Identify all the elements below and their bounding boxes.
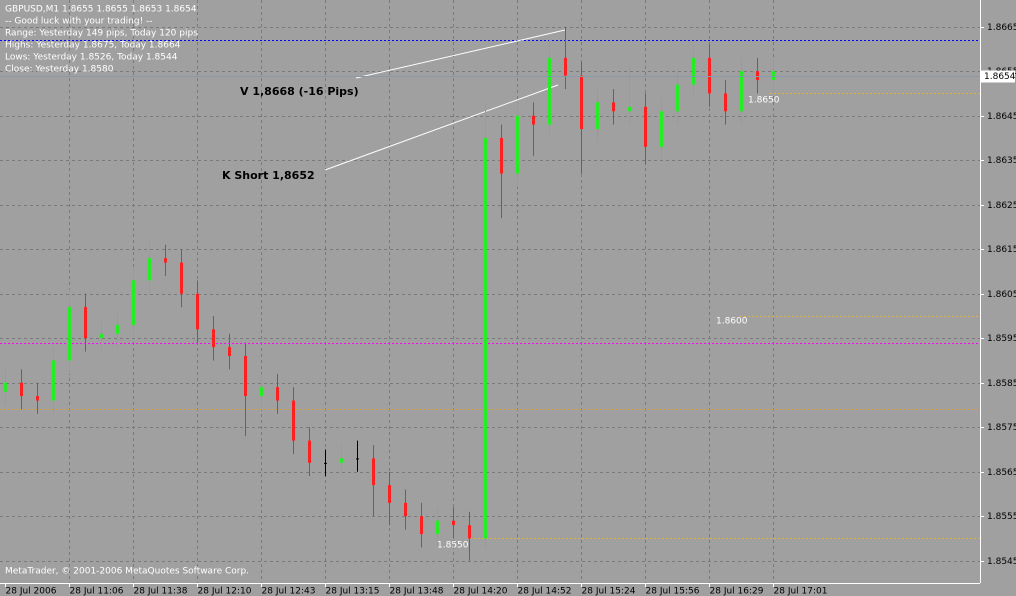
body bbox=[516, 115, 519, 174]
body bbox=[612, 102, 615, 112]
body bbox=[308, 440, 311, 463]
level-label: 1.8600 bbox=[716, 317, 748, 327]
body bbox=[68, 307, 71, 361]
body bbox=[708, 57, 711, 94]
body bbox=[532, 115, 535, 125]
body bbox=[4, 382, 7, 392]
x-tick-label: 28 Jul 15:56 bbox=[646, 587, 700, 596]
body bbox=[692, 57, 695, 85]
body bbox=[500, 137, 503, 174]
footer: MetaTrader, © 2001-2006 MetaQuotes Softw… bbox=[5, 567, 249, 577]
y-tick-label: 1.8545 bbox=[987, 557, 1016, 567]
level-label: 1.8550 bbox=[437, 541, 469, 551]
body bbox=[580, 75, 583, 130]
body bbox=[180, 262, 183, 294]
body bbox=[660, 111, 663, 147]
body bbox=[100, 333, 103, 339]
x-tick-label: 28 Jul 14:52 bbox=[518, 587, 572, 596]
level-label: 1.8650 bbox=[748, 96, 780, 106]
body bbox=[628, 106, 631, 112]
price-label: 1.8654 bbox=[984, 72, 1016, 82]
header-line: Range: Yesterday 149 pips, Today 120 pip… bbox=[5, 29, 198, 39]
body bbox=[20, 382, 23, 397]
body bbox=[644, 106, 647, 147]
body bbox=[372, 458, 375, 486]
annotation-line bbox=[324, 84, 559, 171]
y-tick-label: 1.8645 bbox=[987, 112, 1016, 122]
header-line: Highs: Yesterday 1.8675, Today 1.8664 bbox=[5, 41, 181, 51]
header-line: Close: Yesterday 1.8580 bbox=[5, 65, 114, 75]
body bbox=[356, 458, 359, 460]
body bbox=[436, 520, 439, 535]
x-tick-label: 28 Jul 17:01 bbox=[774, 587, 828, 596]
y-tick-label: 1.8615 bbox=[987, 245, 1016, 255]
body bbox=[676, 84, 679, 112]
body bbox=[196, 293, 199, 330]
x-tick-label: 28 Jul 12:43 bbox=[262, 587, 316, 596]
body bbox=[228, 347, 231, 357]
x-tick-label: 28 Jul 16:29 bbox=[710, 587, 764, 596]
x-tick-label: 28 Jul 11:38 bbox=[134, 587, 188, 596]
body bbox=[596, 102, 599, 130]
y-tick-label: 1.8625 bbox=[987, 201, 1016, 211]
y-tick-label: 1.8565 bbox=[987, 468, 1016, 478]
body bbox=[84, 307, 87, 339]
y-tick-label: 1.8665 bbox=[987, 23, 1016, 33]
body bbox=[388, 485, 391, 503]
x-tick-label: 28 Jul 13:15 bbox=[326, 587, 380, 596]
body bbox=[404, 502, 407, 517]
body bbox=[36, 396, 39, 401]
body bbox=[548, 57, 551, 125]
body bbox=[324, 462, 327, 464]
annotation: V 1,8668 (-16 Pips) bbox=[240, 85, 359, 98]
x-tick-label: 28 Jul 12:10 bbox=[198, 587, 252, 596]
annotation-line bbox=[355, 29, 566, 79]
body bbox=[772, 71, 775, 81]
x-tick-label: 28 Jul 14:20 bbox=[454, 587, 508, 596]
x-tick-label: 28 Jul 11:06 bbox=[70, 587, 124, 596]
body bbox=[740, 71, 743, 112]
body bbox=[724, 93, 727, 112]
body bbox=[420, 516, 423, 535]
header-line: Lows: Yesterday 1.8526, Today 1.8544 bbox=[5, 53, 178, 63]
body bbox=[260, 387, 263, 397]
body bbox=[276, 387, 279, 401]
header-line: -- Good luck with your trading! -- bbox=[5, 17, 153, 27]
x-tick-label: 28 Jul 2006 bbox=[6, 587, 57, 596]
body bbox=[212, 329, 215, 348]
x-tick-label: 28 Jul 13:48 bbox=[390, 587, 444, 596]
body bbox=[132, 280, 135, 325]
y-tick-label: 1.8605 bbox=[987, 290, 1016, 300]
price-box bbox=[981, 70, 1015, 83]
header-line: GBPUSD,M1 1.8655 1.8655 1.8653 1.8654 bbox=[5, 5, 197, 15]
body bbox=[452, 520, 455, 526]
body bbox=[148, 258, 151, 281]
annotation: K Short 1,8652 bbox=[222, 169, 315, 182]
y-tick-label: 1.8635 bbox=[987, 156, 1016, 166]
body bbox=[292, 400, 295, 441]
body bbox=[756, 71, 759, 81]
body bbox=[564, 57, 567, 76]
y-tick-label: 1.8585 bbox=[987, 379, 1016, 389]
body bbox=[484, 137, 487, 539]
body bbox=[116, 324, 119, 334]
y-tick-label: 1.8575 bbox=[987, 423, 1016, 433]
body bbox=[468, 525, 471, 539]
body bbox=[52, 360, 55, 401]
x-tick-label: 28 Jul 15:24 bbox=[582, 587, 636, 596]
body bbox=[164, 258, 167, 263]
body bbox=[340, 458, 343, 463]
y-tick-label: 1.8555 bbox=[987, 512, 1016, 522]
y-tick-label: 1.8595 bbox=[987, 334, 1016, 344]
body bbox=[244, 356, 247, 397]
